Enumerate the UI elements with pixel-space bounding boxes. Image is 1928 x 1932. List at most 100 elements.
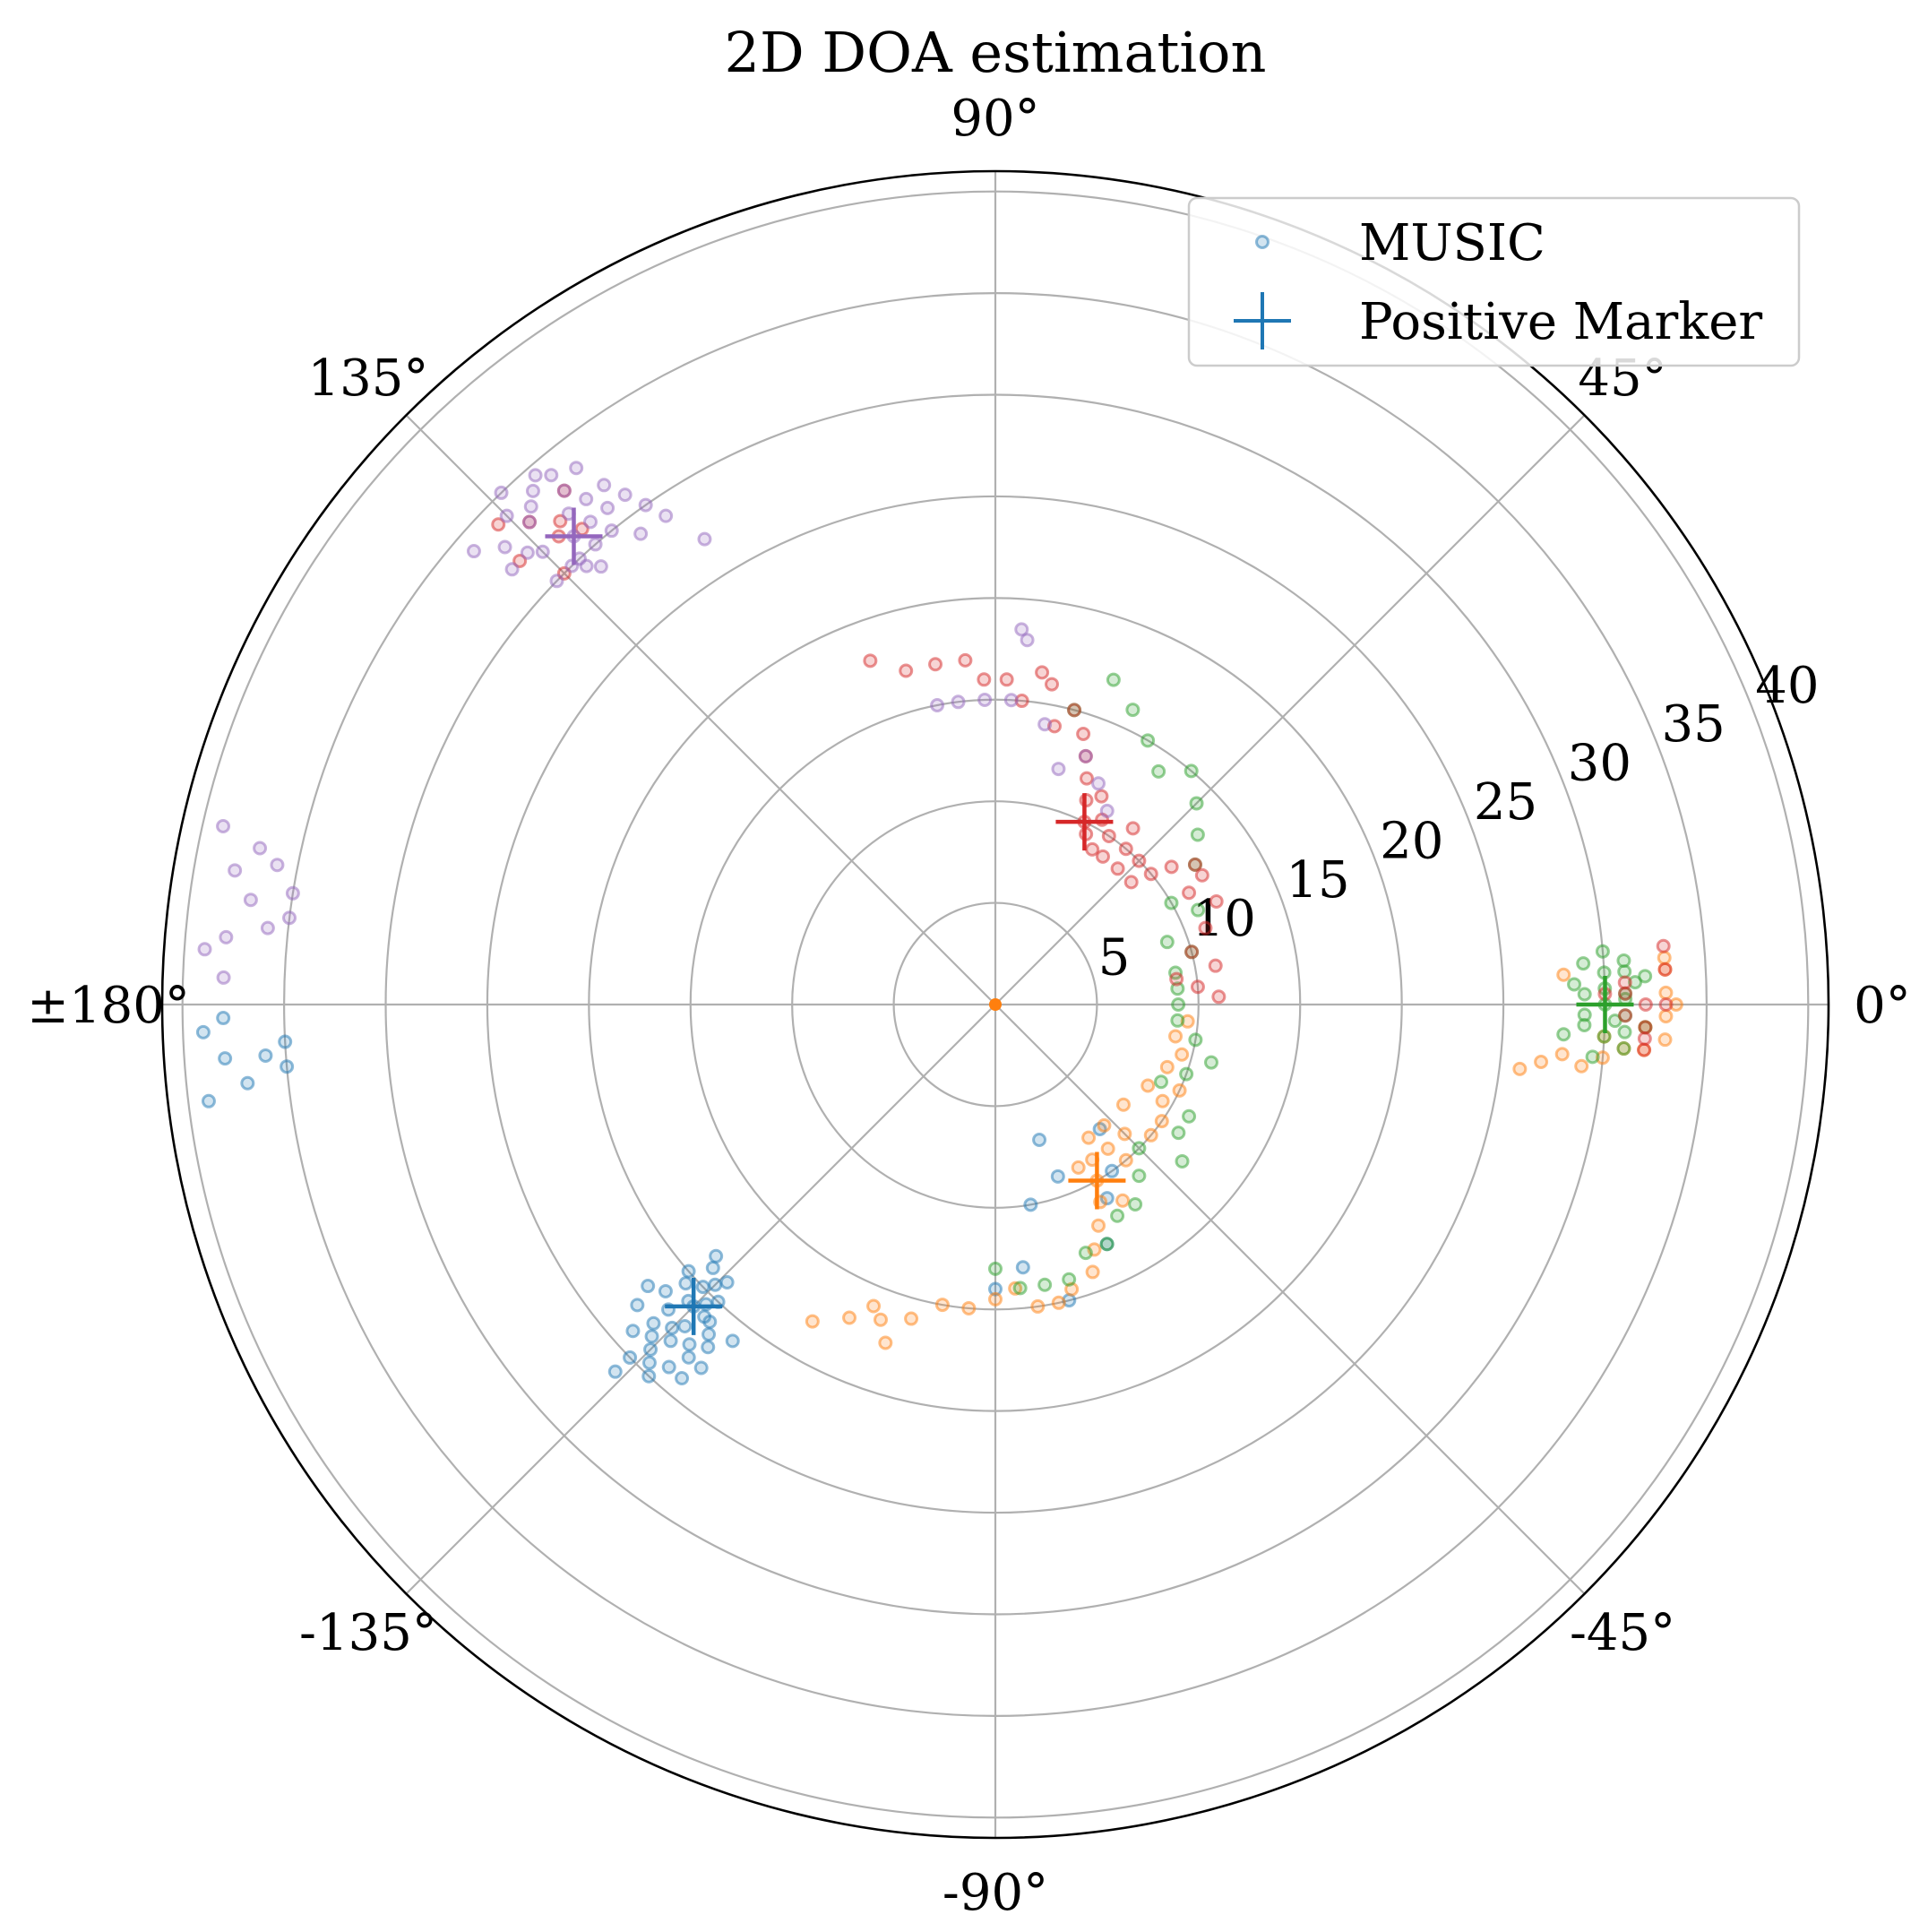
scatter-point [1032, 1133, 1047, 1148]
radial-tick-label: 20 [1380, 812, 1443, 870]
scatter-point [1085, 841, 1100, 857]
positive-marker [1576, 976, 1634, 1033]
scatter-point [1164, 895, 1179, 910]
angle-tick-label: -90° [942, 1864, 1048, 1922]
scatter-point [216, 1011, 231, 1026]
scatter-point [1656, 938, 1671, 953]
scatter-point [528, 468, 543, 483]
scatter-point [579, 558, 594, 574]
scatter-point [878, 1335, 893, 1350]
scatter-point [1115, 1097, 1131, 1112]
scatter-point [1170, 1013, 1185, 1028]
scatter-point [1085, 1264, 1100, 1280]
scatter-point [934, 1298, 950, 1313]
scatter-point [681, 1350, 696, 1365]
scatter-point [805, 1314, 820, 1329]
scatter-point [1638, 1020, 1653, 1035]
radial-gridline [892, 901, 1098, 1108]
radial-tick-label: 10 [1192, 890, 1256, 948]
legend: MUSIC Positive Marker [1187, 196, 1801, 367]
scatter-point [607, 1364, 623, 1379]
scatter-point [1097, 1117, 1112, 1133]
scatter-point [258, 1048, 273, 1063]
scatter-point [1638, 997, 1653, 1012]
scatter-point [1012, 1281, 1028, 1296]
scatter-point [1030, 1298, 1046, 1314]
source-markers [545, 507, 1634, 1335]
scatter-point [1657, 1032, 1673, 1048]
scatter-point [1184, 944, 1200, 960]
scatter-point [1171, 1126, 1186, 1141]
scatter-point [930, 698, 945, 713]
scatter-point [253, 841, 268, 856]
scatter-point [1078, 1246, 1093, 1261]
scatter-point [1657, 950, 1672, 965]
scatter-point [1637, 1031, 1652, 1046]
scatter-point [866, 1298, 882, 1314]
scatter-point [1208, 958, 1223, 973]
scatter-point [1079, 771, 1094, 786]
scatter-point [646, 1315, 661, 1331]
scatter-point [1595, 1050, 1610, 1065]
scatter-point [1189, 796, 1204, 811]
scatter-point [658, 508, 674, 523]
scatter-point [583, 514, 598, 530]
legend-music-label: MUSIC [1359, 214, 1545, 272]
scatter-point [961, 1300, 977, 1315]
positive-marker [1068, 1151, 1126, 1210]
scatter-point [216, 819, 231, 834]
scatter-point [1172, 1082, 1187, 1098]
scatter-point [641, 1279, 656, 1294]
scatter-point [1668, 997, 1683, 1012]
scatter-point [1143, 867, 1158, 882]
radial-gridline [791, 800, 1200, 1209]
scatter-point [682, 1337, 697, 1352]
scatter-point [675, 1371, 690, 1386]
scatter-point [725, 1333, 740, 1349]
radial-tick-label: 30 [1568, 735, 1631, 793]
positive-marker [545, 507, 603, 565]
scatter-point [1099, 1237, 1115, 1252]
scatter-point [1125, 821, 1140, 836]
scatter-point [1106, 672, 1121, 687]
scatter-point [977, 672, 992, 687]
radial-gridline [689, 698, 1302, 1311]
scatter-point [201, 1093, 216, 1108]
legend-positive-marker-symbol [1234, 292, 1291, 349]
scatter-point [663, 1333, 678, 1349]
scatter-point [695, 1280, 710, 1295]
scatter-point [1194, 867, 1209, 883]
scatter-point [1154, 1114, 1169, 1129]
scatter-point [1105, 1163, 1120, 1178]
scatter-point [693, 1360, 709, 1376]
scatter-point [593, 559, 608, 574]
scatter-point [1014, 622, 1029, 637]
origin-point [989, 998, 1002, 1011]
scatter-point [1143, 1127, 1158, 1143]
scatter-point [1003, 693, 1019, 708]
scatter-point [553, 513, 568, 529]
scatter-point [260, 920, 275, 936]
scatter-point [1576, 956, 1591, 971]
scatter-point [216, 970, 231, 985]
scatter-point [951, 694, 966, 710]
scatter-point [899, 663, 914, 678]
scatter-point [1159, 1059, 1175, 1074]
scatter-point [597, 478, 612, 493]
scatter-point [1140, 733, 1156, 748]
scatter-point [1175, 1047, 1190, 1062]
scatter-point [549, 574, 564, 589]
scatter-point [1128, 1196, 1143, 1212]
scatter-point [1577, 987, 1592, 1002]
scatter-point [544, 468, 559, 483]
scatter-point [681, 1264, 696, 1279]
scatter-point [1110, 1208, 1125, 1223]
angle-gridline [994, 1004, 1586, 1595]
scatter-point [1117, 1126, 1132, 1142]
scatter-point [928, 657, 943, 672]
scatter-point [1617, 975, 1632, 990]
scatter-point [243, 893, 258, 908]
scatter-point [1051, 762, 1066, 777]
scatter-point [644, 1329, 659, 1344]
scatter-point [228, 863, 243, 878]
